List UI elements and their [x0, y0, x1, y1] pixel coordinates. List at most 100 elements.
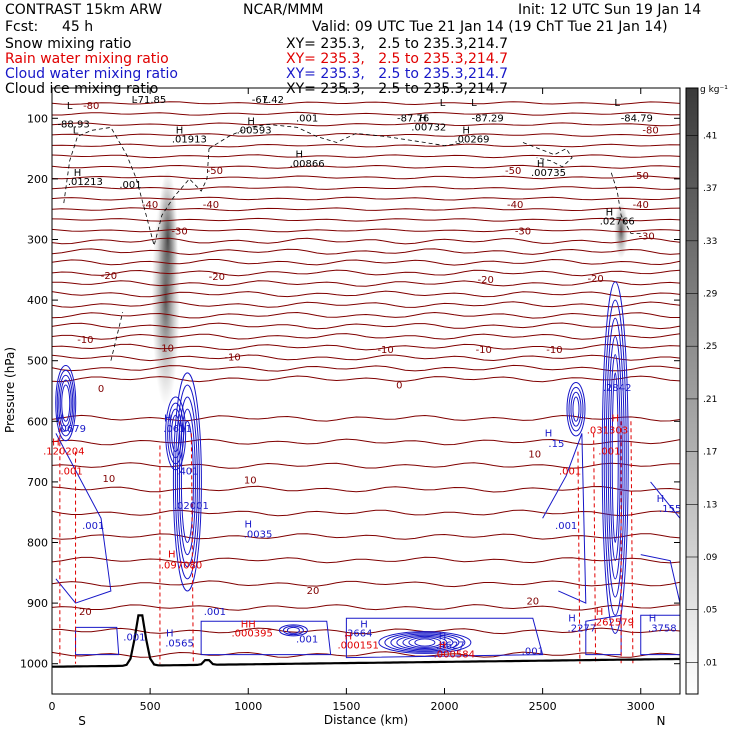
x-tick-label: 500 — [140, 700, 161, 713]
cloud-ice-contour — [63, 126, 210, 248]
model-title: CONTRAST 15km ARW — [5, 2, 163, 18]
valid-time: Valid: 09 UTC Tue 21 Jan 14 (19 ChT Tue … — [312, 19, 668, 35]
rain-water-contour — [190, 433, 194, 664]
cloud-water-contour — [408, 637, 442, 648]
cloud-ice-label: .001 — [296, 113, 318, 124]
cloud-water-label: H — [649, 613, 657, 624]
isotherm-line — [52, 322, 680, 330]
rain-water-label: H — [439, 641, 447, 652]
cloud-water-label: .3664 — [344, 628, 373, 639]
rain-water-label: .001 — [559, 467, 581, 478]
isotherm-line — [52, 509, 680, 517]
colorbar-unit: g kg⁻¹ — [700, 85, 728, 95]
cloud-water-contour — [542, 433, 587, 604]
cloud-water-contour — [286, 626, 300, 634]
isotherm-line — [52, 354, 680, 362]
isotherm-line — [52, 280, 680, 287]
cloud-water-contour — [174, 384, 200, 580]
isotherm-line — [52, 143, 680, 148]
temperature-contour-label: -20 — [478, 275, 494, 286]
isotherm-line — [52, 217, 680, 222]
cloud-water-contour — [611, 372, 619, 543]
temperature-contour-label: -40 — [142, 200, 158, 211]
isotherm-line — [52, 333, 680, 340]
cloud-water-contour — [603, 299, 627, 616]
rain-water-contour — [593, 433, 597, 664]
cloud-water-contour — [570, 391, 582, 427]
isotherm-line — [52, 604, 680, 611]
temperature-contour-label: -30 — [515, 227, 531, 238]
forecast-value: 45 h — [62, 19, 94, 35]
colorbar-level: .01 — [703, 658, 717, 668]
cloud-water-label: H — [568, 613, 576, 624]
cloud-ice-label: -84.79 — [621, 113, 653, 124]
isotherm-line — [52, 364, 680, 372]
cloud-water-contour — [178, 408, 196, 556]
y-tick-label: 600 — [27, 415, 48, 428]
temperature-contour-label: -10 — [224, 353, 240, 364]
rain-water-label: .120204 — [43, 447, 84, 458]
cloud-ice-label: -67.42 — [252, 95, 284, 106]
cloud-water-contour — [640, 481, 680, 604]
cloud-ice-label: .00269 — [454, 135, 489, 146]
cloud-water-label: .02001 — [174, 501, 209, 512]
rain-water-contour — [577, 451, 581, 664]
cloud-water-label: H — [244, 519, 252, 530]
cloud-ice-contour — [110, 312, 124, 361]
x-axis-label: Distance (km) — [324, 713, 408, 727]
colorbar-level: .17 — [703, 448, 717, 458]
cloud-water-label: .3758 — [648, 624, 677, 635]
cloud-water-label: .001 — [296, 634, 318, 645]
temperature-contour-label: -80 — [642, 125, 658, 136]
isotherm-line — [52, 438, 680, 446]
cloud-ice-label: H — [606, 207, 614, 218]
isotherm-line — [52, 343, 680, 351]
cloud-water-contour — [609, 354, 621, 562]
cloud-water-contour — [402, 635, 448, 650]
x-tick-label: 3000 — [627, 700, 655, 713]
cloud-water-contour — [167, 402, 185, 465]
center-label: NCAR/MMM — [243, 2, 324, 18]
temperature-contour-label: 0 — [98, 384, 104, 395]
cloud-ice-label: .02766 — [600, 216, 635, 227]
cloud-ice-label: .01913 — [172, 135, 207, 146]
cloud-water-contour — [180, 420, 194, 543]
colorbar-level: .25 — [703, 342, 717, 352]
colorbar-level: .13 — [703, 500, 717, 510]
x-tick-label: 2000 — [431, 700, 459, 713]
cloud-ice-label: L — [263, 95, 269, 106]
cloud-water-label: .0565 — [165, 639, 194, 650]
cloud-water-label: .2277 — [568, 624, 597, 635]
cloud-water-label: .2842 — [603, 383, 632, 394]
rain-water-label: H — [52, 438, 60, 449]
cloud-water-label: .0611 — [163, 424, 192, 435]
isotherm-line — [52, 485, 680, 493]
temperature-contour-label: 10 — [103, 474, 116, 485]
cloud-water-contour — [61, 384, 71, 422]
cloud-water-contour — [171, 414, 181, 453]
isotherm-line — [52, 248, 680, 256]
cloud-water-label: .0035 — [244, 530, 273, 541]
isotherm-line — [52, 207, 680, 212]
cloud-water-contour — [55, 365, 77, 442]
temperature-contour-label: -10 — [377, 345, 393, 356]
cloud-ice-label: L — [440, 98, 446, 109]
cloud-water-contour — [396, 634, 454, 651]
temperature-contour-label: -20 — [209, 272, 225, 283]
isotherm-line — [52, 290, 680, 298]
cloud-water-contour — [165, 396, 187, 471]
cloud-water-label: .155 — [659, 504, 681, 515]
cloud-water-contour — [390, 633, 460, 652]
temperature-contour-label: 20 — [526, 596, 539, 607]
cloud-ice-label: L — [73, 125, 79, 136]
terrain-profile — [52, 614, 680, 668]
temperature-contour-label: -40 — [203, 200, 219, 211]
isotherm-line — [52, 533, 680, 540]
cloud-ice-label: -87.29 — [472, 113, 504, 124]
cloud-ice-label: H — [419, 113, 427, 124]
isotherm-line — [52, 414, 680, 422]
rain-water-contour — [630, 421, 634, 664]
field-name-cloud-water: Cloud water mixing ratio — [5, 66, 178, 82]
cloud-water-label: H — [657, 494, 665, 505]
cloud-water-contour — [55, 433, 112, 604]
